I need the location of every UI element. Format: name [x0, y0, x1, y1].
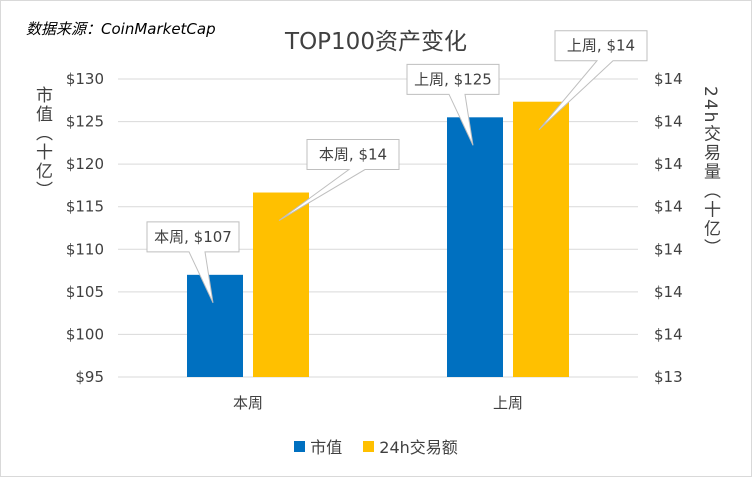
- y-tick-label-right: $14: [654, 70, 683, 88]
- data-label: 本周, $14: [319, 146, 387, 164]
- data-label-callout: [406, 63, 500, 146]
- y-tick-label-left: $100: [66, 325, 104, 343]
- y-tick-label-left: $110: [66, 240, 104, 258]
- legend-swatch-market-cap: [294, 440, 306, 452]
- y-tick-label-right: $13: [654, 368, 683, 386]
- legend: 市值 24h交易额: [0, 434, 752, 458]
- legend-swatch-volume: [363, 440, 375, 452]
- y-tick-label-left: $120: [66, 155, 104, 173]
- y-tick-label-left: $115: [66, 198, 104, 216]
- bar: [253, 192, 309, 377]
- y-tick-label-left: $105: [66, 283, 104, 301]
- data-label: 上周, $125: [414, 70, 492, 88]
- legend-item-market-cap: 市值: [294, 434, 342, 458]
- legend-label-market-cap: 市值: [310, 438, 343, 457]
- y-axis-title-left: 市值（十亿）: [32, 86, 52, 200]
- y-tick-label-right: $14: [654, 325, 683, 343]
- y-tick-label-right: $14: [654, 155, 683, 173]
- y-tick-label-right: $14: [654, 198, 683, 216]
- data-label-callout: [278, 139, 400, 221]
- y-axis-title-right: 24h交易量（十亿）: [700, 86, 720, 258]
- bar: [447, 117, 503, 378]
- x-tick-label: 上周: [493, 394, 523, 412]
- y-tick-label-right: $14: [654, 113, 683, 131]
- y-tick-label-left: $95: [75, 368, 104, 386]
- data-label: 本周, $107: [154, 228, 232, 246]
- bar: [187, 274, 243, 377]
- chart-title: TOP100资产变化: [285, 29, 467, 55]
- data-label: 上周, $14: [567, 37, 635, 55]
- x-tick-label: 本周: [233, 394, 263, 412]
- legend-label-volume: 24h交易额: [379, 438, 458, 457]
- source-note: 数据来源：CoinMarketCap: [26, 20, 216, 38]
- data-label-callout: [538, 30, 648, 131]
- y-tick-label-right: $14: [654, 240, 683, 258]
- legend-item-volume: 24h交易额: [363, 434, 458, 458]
- y-tick-label-left: $130: [66, 70, 104, 88]
- y-tick-label-right: $14: [654, 283, 683, 301]
- data-label-callout: [146, 221, 240, 304]
- y-tick-label-left: $125: [66, 113, 104, 131]
- bar: [513, 101, 569, 377]
